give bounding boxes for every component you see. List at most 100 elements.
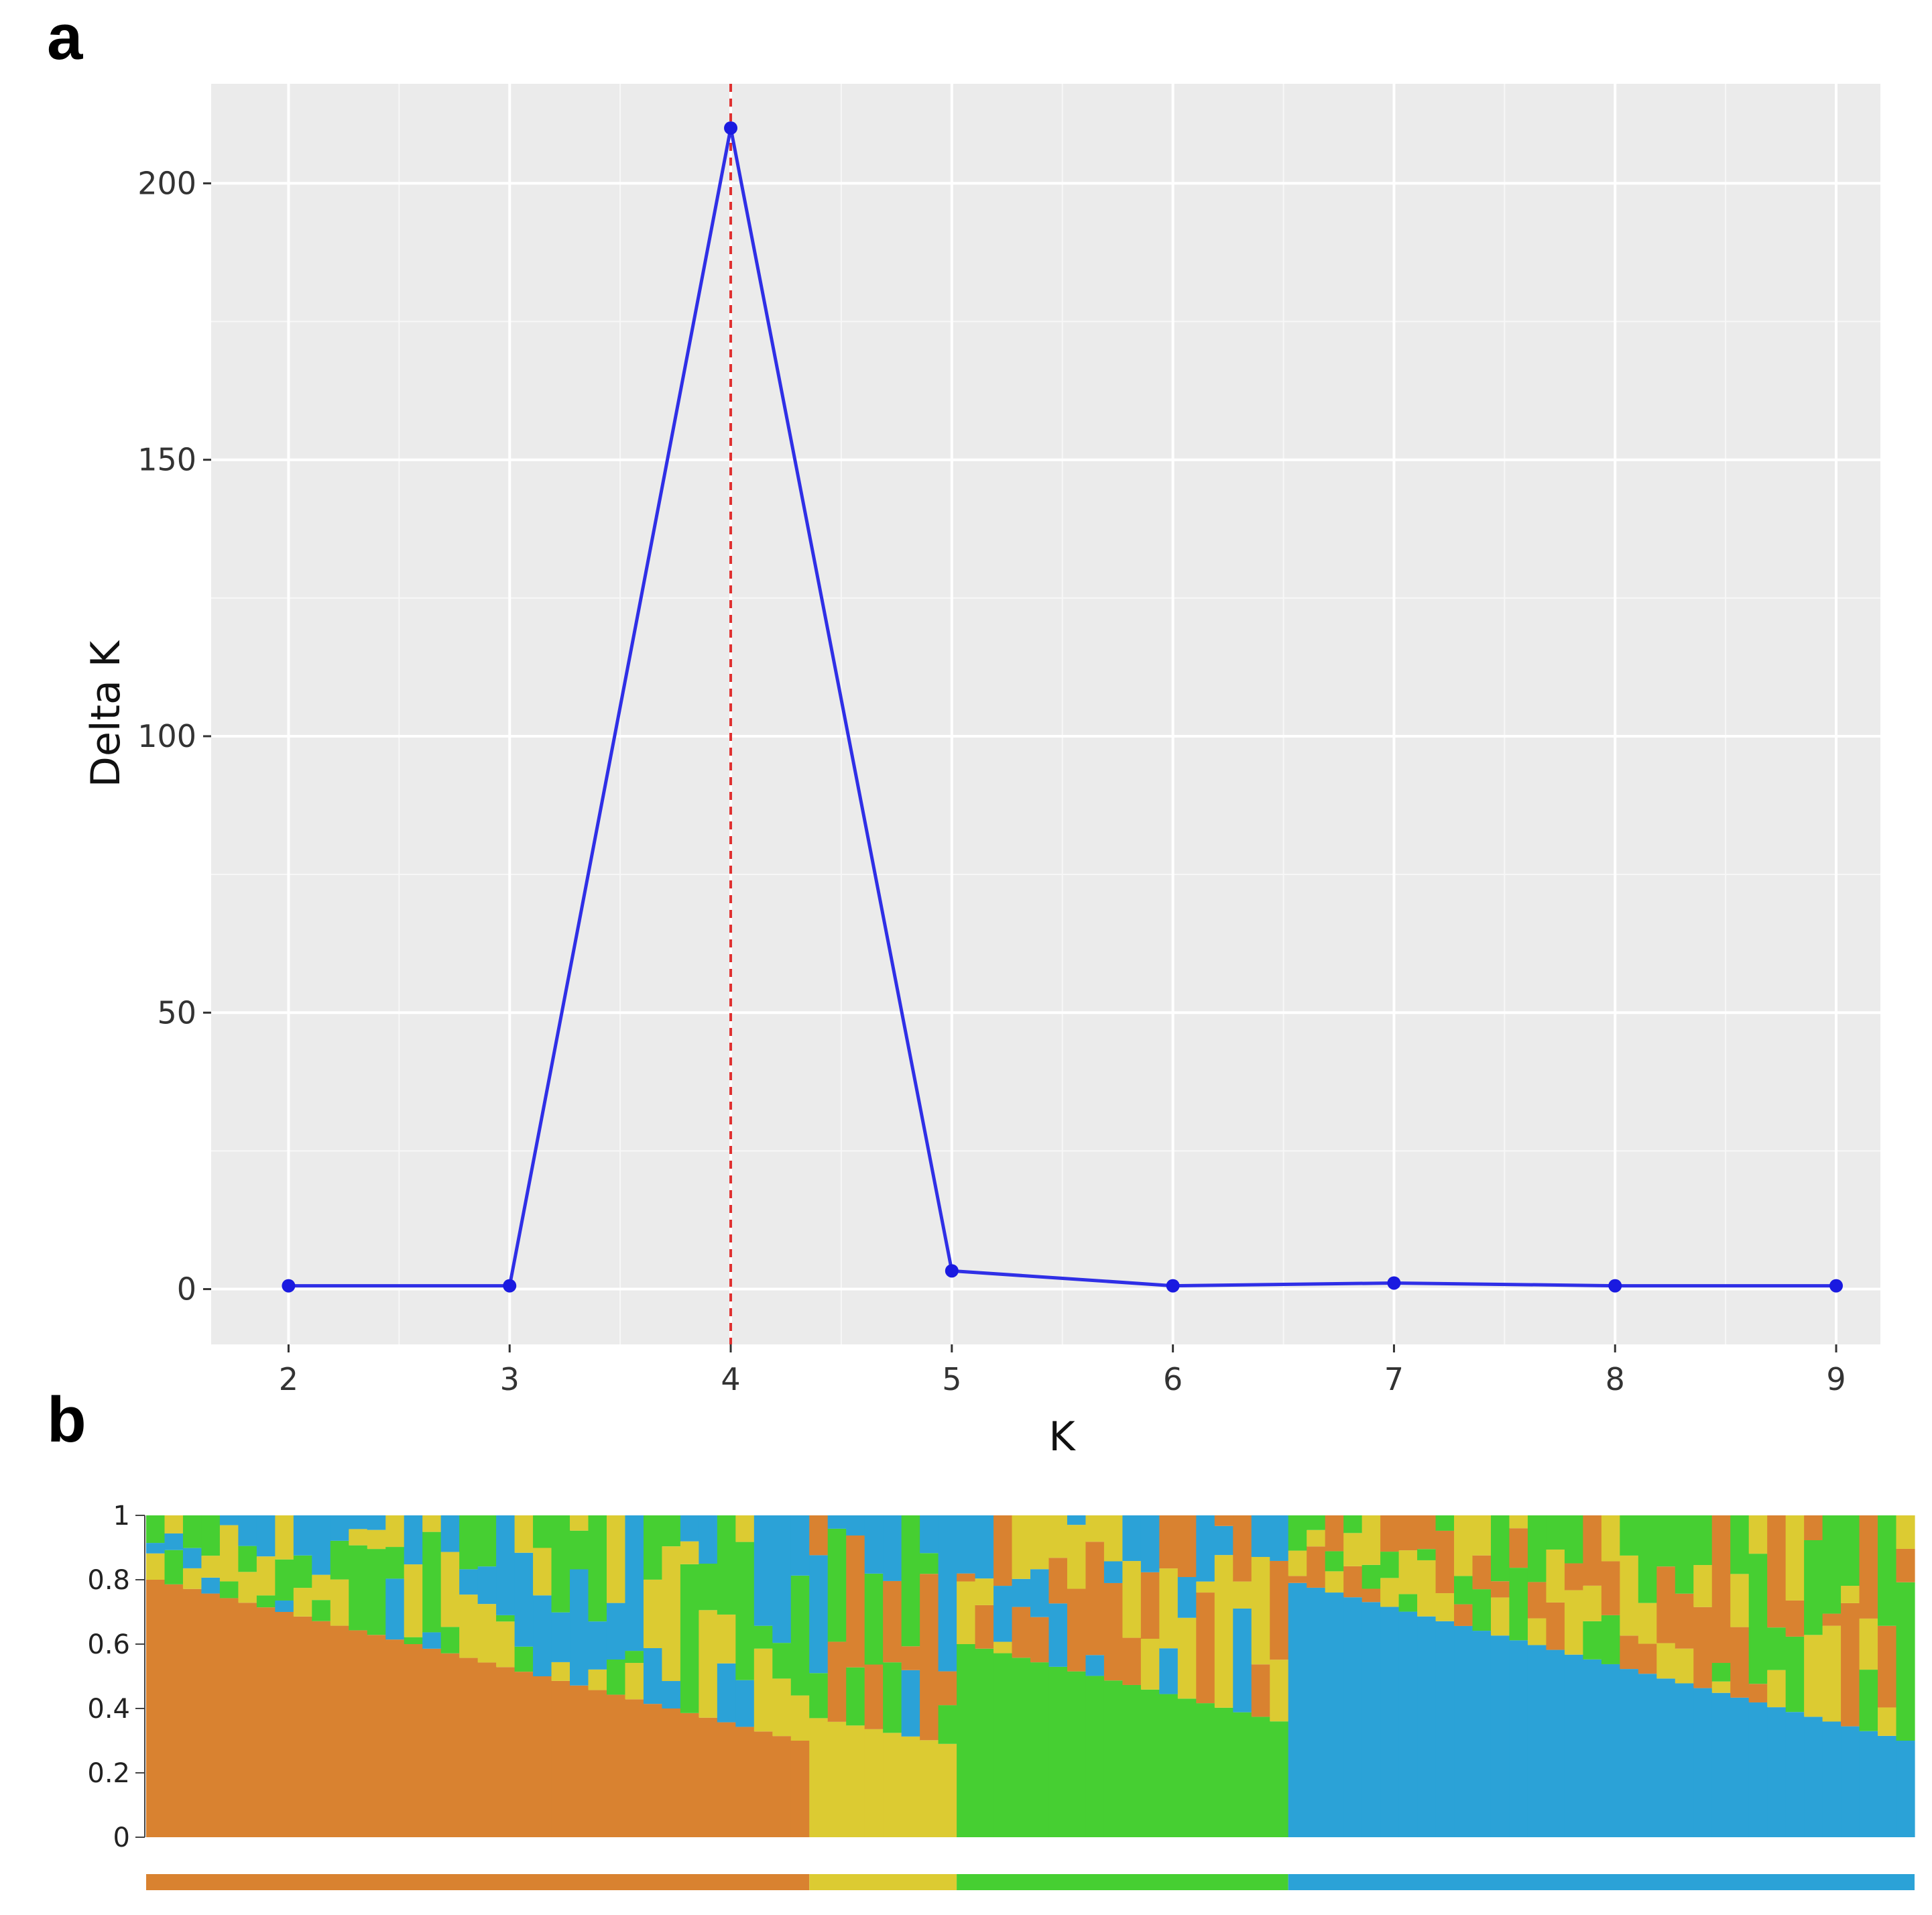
ancestry-bar-segment — [1362, 1515, 1381, 1565]
ancestry-bar-segment — [993, 1653, 1013, 1837]
ancestry-bar-segment — [1785, 1636, 1805, 1713]
ancestry-bar-segment — [330, 1625, 349, 1837]
ancestry-bar-segment — [477, 1566, 497, 1605]
ancestry-bar-segment — [385, 1515, 405, 1548]
ancestry-bar-segment — [201, 1515, 221, 1556]
ancestry-bar-segment — [404, 1644, 423, 1837]
ancestry-bar-segment — [1878, 1735, 1897, 1837]
ancestry-bar-segment — [514, 1672, 534, 1837]
ancestry-bar-segment — [1767, 1515, 1787, 1628]
ancestry-bar-segment — [349, 1545, 368, 1631]
ancestry-bar-segment — [1343, 1597, 1363, 1837]
ancestry-bar-segment — [275, 1559, 294, 1601]
ancestry-bar-segment — [1472, 1515, 1492, 1556]
ancestry-bar-segment — [1417, 1515, 1437, 1550]
ancestry-bar-segment — [1454, 1604, 1473, 1626]
ancestry-bar-segment — [201, 1556, 221, 1578]
ancestry-bar-segment — [772, 1678, 792, 1737]
ancestry-bar-segment — [1380, 1578, 1400, 1607]
ancestry-bar-segment — [551, 1662, 570, 1681]
ancestry-bar-segment — [1380, 1552, 1400, 1578]
ancestry-bar-segment — [1067, 1515, 1087, 1525]
ancestry-bar-segment — [1362, 1564, 1381, 1589]
ancestry-bar-segment — [551, 1515, 570, 1613]
ancestry-bar-segment — [1233, 1712, 1252, 1837]
ancestry-bar-segment — [1601, 1664, 1620, 1837]
ancestry-bar-segment — [1656, 1515, 1676, 1567]
ancestry-bar-segment — [1362, 1588, 1381, 1603]
ancestry-bar-segment — [699, 1515, 718, 1564]
ancestry-bar-segment — [1509, 1528, 1528, 1568]
ancestry-bar-segment — [864, 1664, 884, 1729]
ancestry-bar-segment — [1343, 1566, 1363, 1598]
ancestry-bar-segment — [1748, 1554, 1768, 1684]
ancestry-bar-segment — [1214, 1515, 1233, 1526]
ancestry-bar-segment — [957, 1581, 976, 1644]
ancestry-bar-segment — [1822, 1721, 1842, 1837]
ancestry-bar-segment — [1122, 1684, 1142, 1837]
ancestry-bar-segment — [883, 1662, 902, 1733]
ancestry-bar-segment — [1822, 1515, 1842, 1614]
ancestry-bar-segment — [1564, 1563, 1583, 1590]
y-tick-label: 200 — [137, 165, 196, 201]
ancestry-bar-segment — [182, 1568, 202, 1589]
ancestry-structure-plot: 0 0.2 0.4 0.6 0.8 1 — [87, 1501, 1915, 1890]
ancestry-bar-segment — [938, 1515, 957, 1672]
ancestry-bar-segment — [588, 1690, 607, 1837]
ancestry-bar-segment — [735, 1680, 755, 1727]
ancestry-bar-segment — [1012, 1607, 1031, 1658]
ancestry-bar-segment — [1527, 1618, 1547, 1645]
ancestry-bar-segment — [1509, 1515, 1528, 1529]
ancestry-bar-segment — [1122, 1637, 1142, 1685]
ancestry-bar-segment — [459, 1515, 479, 1570]
ancestry-bar-segment — [938, 1671, 957, 1706]
ancestry-bar-segment — [1896, 1515, 1915, 1549]
ancestry-bar-segment — [533, 1595, 552, 1676]
x-tick-label: 6 — [1163, 1361, 1183, 1397]
ancestry-bar-segment — [1656, 1643, 1676, 1679]
ancestry-bar-segment — [1601, 1515, 1620, 1562]
ancestry-bar-segment — [1564, 1515, 1583, 1564]
panel-a-letter: a — [47, 1, 83, 73]
ancestry-bar-segment — [1270, 1560, 1289, 1660]
ancestry-bar-segment — [975, 1605, 994, 1649]
ancestry-bar-segment — [1454, 1515, 1473, 1576]
ancestry-bar-segment — [1177, 1617, 1197, 1699]
ancestry-bar-segment — [827, 1641, 847, 1722]
ancestry-bar-segment — [1288, 1582, 1307, 1837]
ancestry-bar-segment — [1214, 1555, 1233, 1708]
ancestry-bar-segment — [1620, 1635, 1639, 1670]
ancestry-bar-segment — [717, 1663, 736, 1723]
ancestry-bar-segment — [1730, 1627, 1750, 1698]
y-tick-label: 0 — [113, 1822, 130, 1853]
ancestry-bar-segment — [662, 1546, 681, 1682]
ancestry-bar-segment — [146, 1580, 166, 1837]
group-bar-segment — [957, 1874, 1288, 1890]
ancestry-bar-segment — [1841, 1603, 1860, 1727]
ancestry-bar-segment — [367, 1515, 386, 1530]
ancestry-bar-segment — [864, 1573, 884, 1665]
ancestry-bar-segment — [1878, 1515, 1897, 1626]
data-point-k6 — [1166, 1279, 1180, 1293]
ancestry-bar-segment — [1122, 1561, 1142, 1638]
ancestry-bar-segment — [1435, 1593, 1455, 1621]
ancestry-bar-segment — [1233, 1515, 1252, 1582]
y-tick-label: 100 — [137, 718, 196, 754]
ancestry-bar-segment — [256, 1515, 276, 1557]
ancestry-bar-segment — [1325, 1592, 1344, 1837]
y-tick-label: 150 — [137, 442, 196, 478]
ancestry-bar-segment — [1546, 1649, 1565, 1837]
ancestry-bar-segment — [1693, 1515, 1713, 1566]
ancestry-bar-segment — [662, 1708, 681, 1837]
ancestry-bar-segment — [533, 1548, 552, 1596]
ancestry-bar-segment — [1398, 1550, 1418, 1594]
ancestry-bar-segment — [846, 1725, 865, 1837]
ancestry-bar-segment — [772, 1515, 792, 1643]
data-point-k7 — [1387, 1276, 1401, 1290]
stacked-bars — [146, 1515, 1915, 1837]
ancestry-bar-segment — [1601, 1615, 1620, 1664]
ancestry-bar-segment — [1472, 1589, 1492, 1631]
ancestry-bar-segment — [219, 1525, 239, 1582]
ancestry-bar-segment — [238, 1515, 257, 1546]
ancestry-bar-segment — [809, 1515, 829, 1556]
